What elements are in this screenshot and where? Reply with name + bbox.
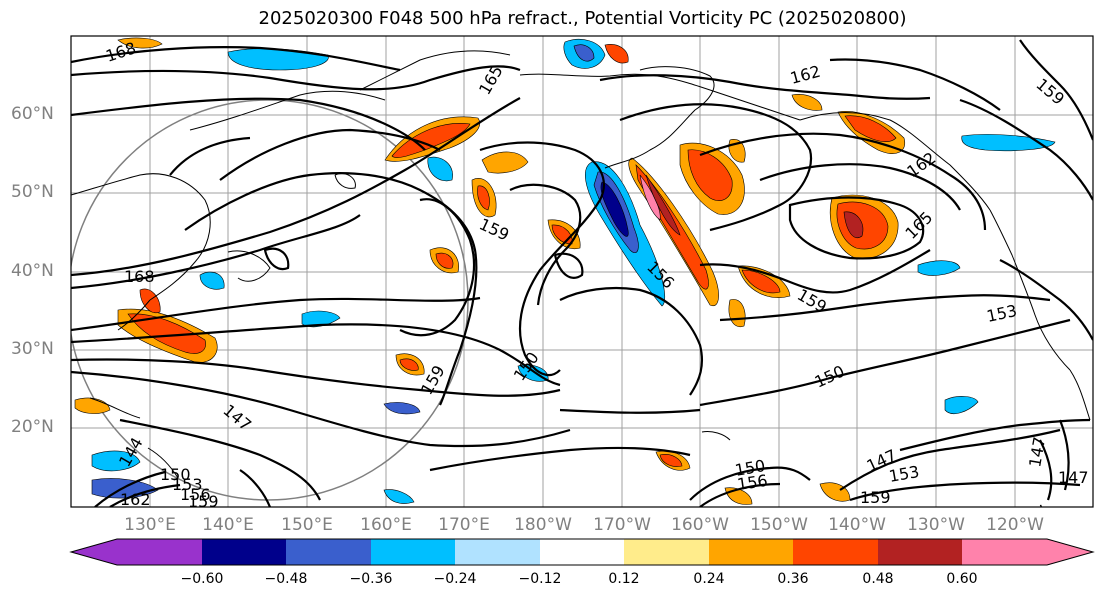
lon-label: 170°W <box>593 515 651 535</box>
lat-label: 60°N <box>11 104 54 124</box>
lon-label: 130°W <box>907 515 965 535</box>
colorbar-tick-label: 0.12 <box>608 571 640 587</box>
lon-label: 170°E <box>438 515 490 535</box>
contour-label: 159 <box>188 492 219 511</box>
colorbar <box>69 538 1095 566</box>
colorbar-outline <box>69 538 1095 566</box>
colorbar-segment <box>455 539 540 565</box>
colorbar-segment <box>71 539 202 565</box>
height-contours <box>71 39 1093 507</box>
colorbar-segment <box>709 539 793 565</box>
lon-label: 150°W <box>750 515 808 535</box>
contour-label: 156 <box>736 471 769 494</box>
map-plot-area: 168 165 162 159 162 165 168 159 156 159 … <box>71 36 1093 535</box>
contour-label: 159 <box>860 488 891 507</box>
colorbar-tick-label: −0.24 <box>433 571 477 587</box>
colorbar-tick-label: 0.48 <box>862 571 894 587</box>
lat-label: 30°N <box>11 339 54 359</box>
colorbar-segment <box>878 539 962 565</box>
contour-label: 147 <box>1058 468 1089 487</box>
lat-label: 40°N <box>11 261 54 281</box>
contour-label: 153 <box>172 475 203 494</box>
colorbar-segment <box>540 539 624 565</box>
lat-label: 20°N <box>11 417 54 437</box>
contour-label: 150 <box>160 465 191 484</box>
lon-label: 150°E <box>281 515 333 535</box>
colorbar-segment <box>202 539 286 565</box>
colorbar-tick-label: −0.36 <box>349 571 393 587</box>
colorbar-segment <box>286 539 371 565</box>
graticule <box>71 36 1093 507</box>
map-title: 2025020300 F048 500 hPa refract., Potent… <box>258 8 907 29</box>
colorbar-tick-label: 0.24 <box>693 571 725 587</box>
coastlines <box>71 50 1091 479</box>
colorbar-tick-label: 0.36 <box>777 571 809 587</box>
plot-frame <box>70 35 1094 508</box>
colorbar-segment <box>793 539 878 565</box>
colorbar-segment <box>624 539 709 565</box>
colorbar-segment <box>371 539 455 565</box>
contour-label: 150 <box>1026 502 1050 535</box>
lon-label: 140°W <box>828 515 886 535</box>
colorbar-tick-label: 0.60 <box>946 571 978 587</box>
contour-label: 162 <box>120 490 151 509</box>
colorbar-tick-label: −0.48 <box>264 571 308 587</box>
colorbar-tick-label: −0.60 <box>180 571 224 587</box>
lon-label: 140°E <box>202 515 254 535</box>
contour-label: 156 <box>180 485 211 504</box>
colorbar-segment <box>962 539 1093 565</box>
lon-label: 120°W <box>986 515 1044 535</box>
lon-label: 160°W <box>671 515 729 535</box>
lon-label: 180°W <box>514 515 572 535</box>
lat-label: 50°N <box>11 182 54 202</box>
contour-label: 168 <box>124 267 155 286</box>
lon-label: 130°E <box>124 515 176 535</box>
colorbar-tick-label: −0.12 <box>518 571 562 587</box>
lon-label: 160°E <box>360 515 412 535</box>
